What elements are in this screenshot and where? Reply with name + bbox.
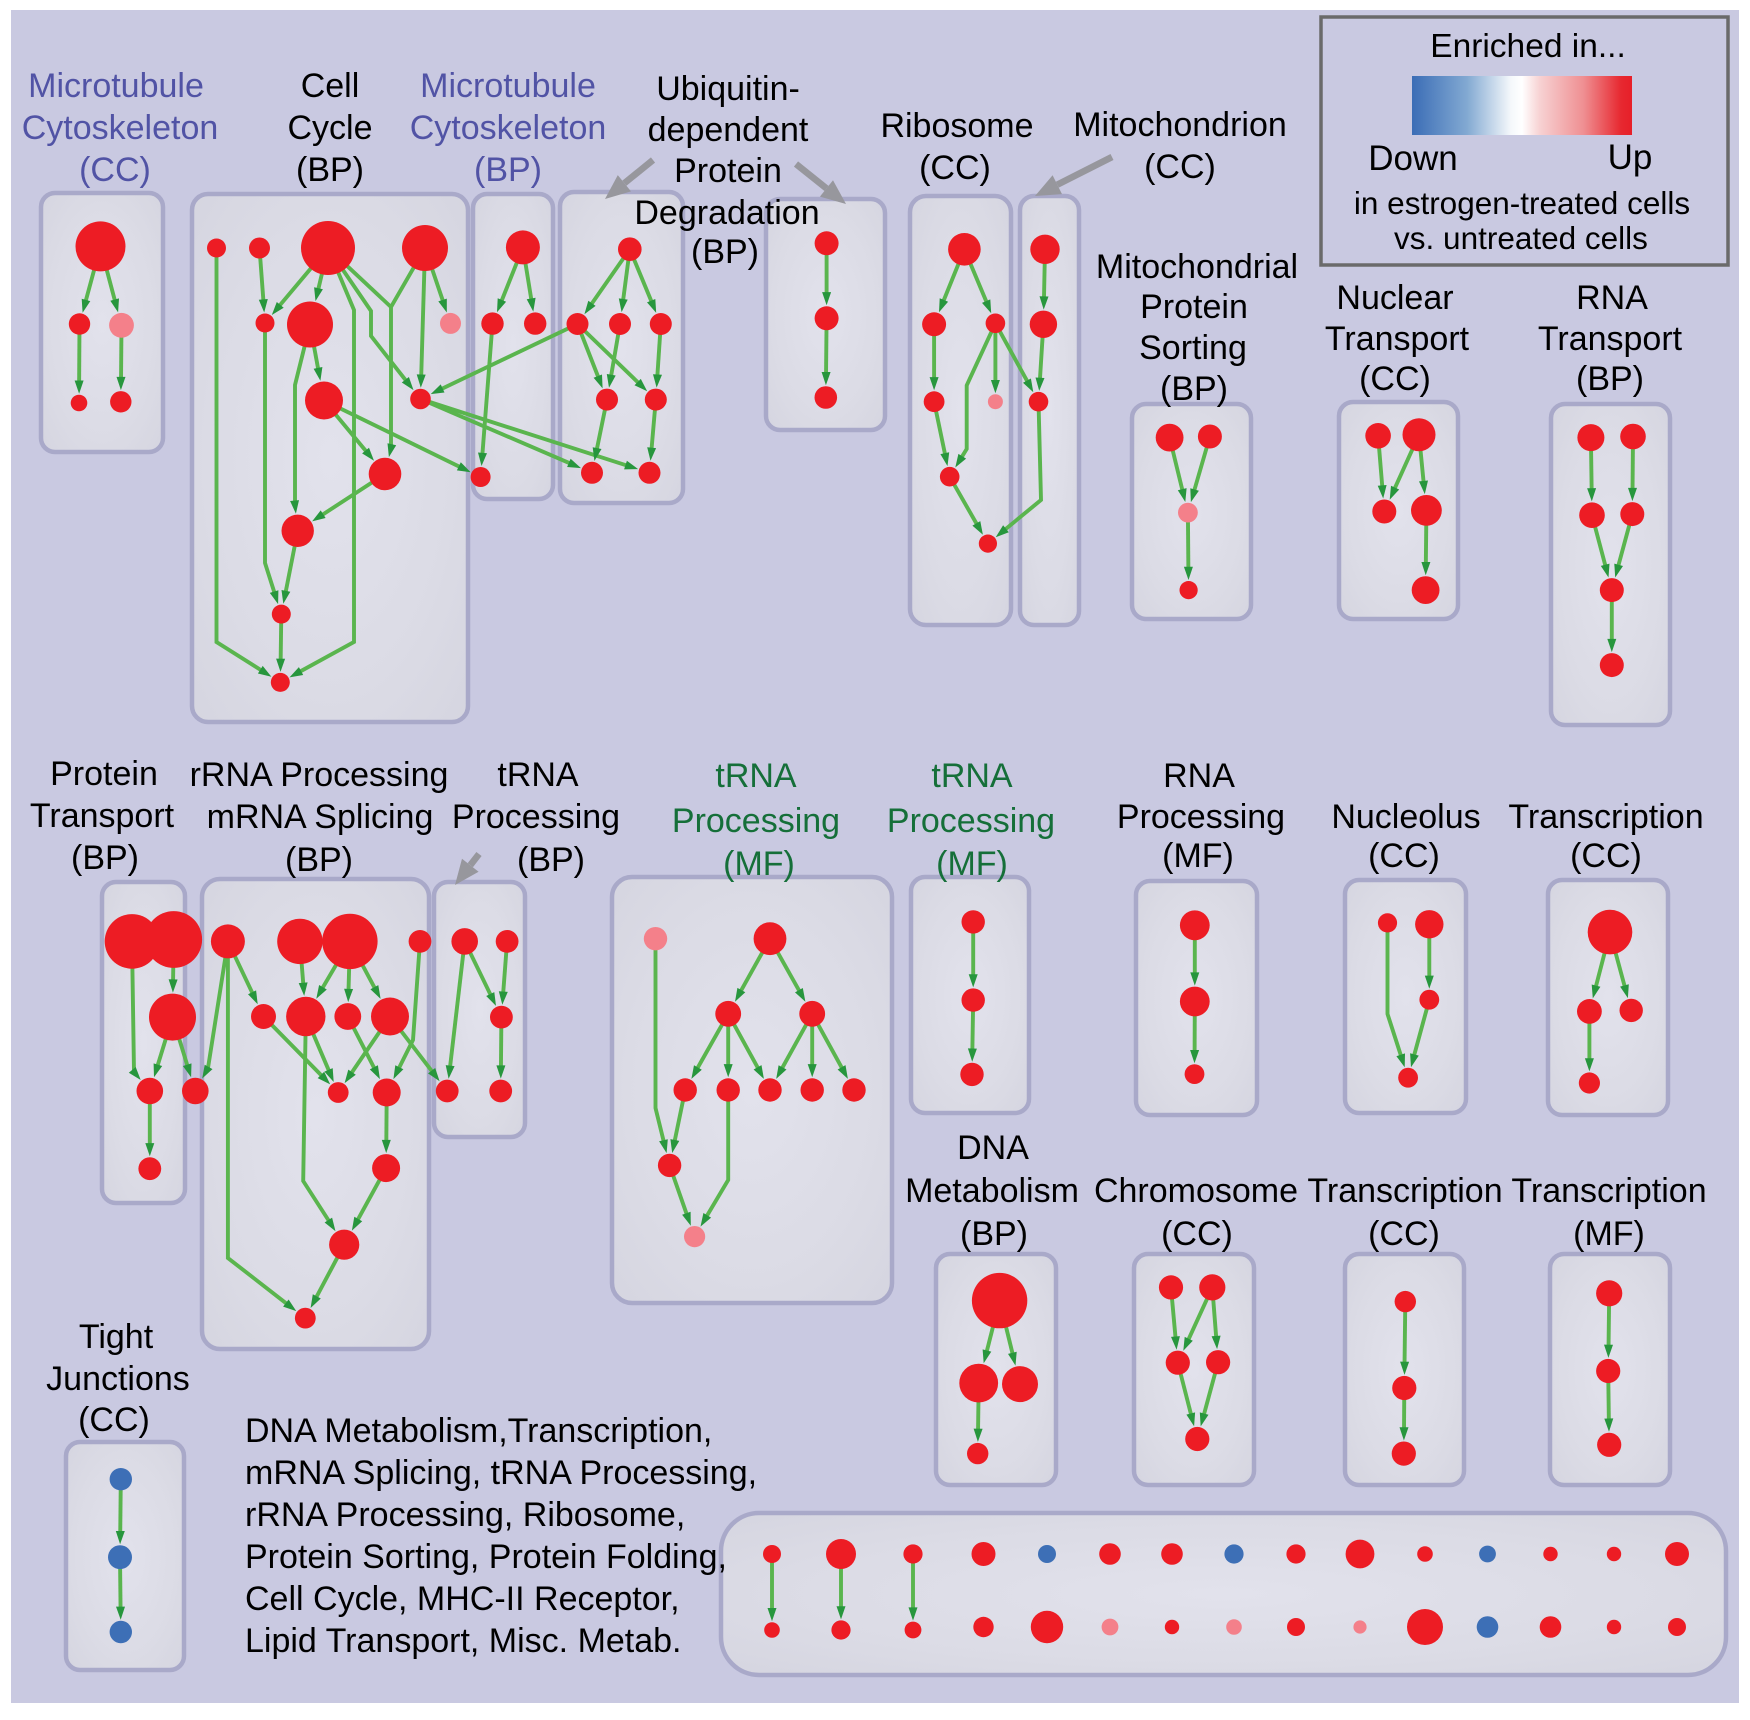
svg-text:(CC): (CC) — [1570, 837, 1642, 875]
svg-text:DNA: DNA — [957, 1129, 1029, 1167]
svg-text:(BP): (BP) — [517, 841, 585, 879]
svg-text:Transcription: Transcription — [1307, 1172, 1502, 1210]
svg-text:Processing: Processing — [1117, 798, 1285, 836]
svg-text:(BP): (BP) — [296, 151, 364, 189]
svg-text:rRNA Processing: rRNA Processing — [190, 756, 449, 794]
svg-text:(CC): (CC) — [1368, 837, 1440, 875]
svg-text:Up: Up — [1608, 138, 1653, 177]
svg-text:Enriched in...: Enriched in... — [1430, 28, 1626, 65]
svg-text:Nuclear: Nuclear — [1336, 279, 1453, 317]
svg-text:mRNA Splicing, tRNA Processing: mRNA Splicing, tRNA Processing, — [245, 1454, 757, 1492]
svg-text:Transport: Transport — [30, 797, 175, 835]
svg-text:Ribosome: Ribosome — [880, 107, 1033, 145]
svg-text:Protein: Protein — [50, 755, 158, 793]
svg-text:RNA: RNA — [1576, 279, 1648, 317]
svg-text:Metabolism: Metabolism — [905, 1172, 1079, 1210]
svg-text:in estrogen-treated cells: in estrogen-treated cells — [1354, 185, 1690, 221]
svg-text:(MF): (MF) — [723, 845, 795, 883]
svg-text:Transcription: Transcription — [1508, 798, 1703, 836]
svg-text:Cell: Cell — [301, 67, 360, 105]
svg-text:Cytoskeleton: Cytoskeleton — [22, 109, 219, 147]
svg-text:Junctions: Junctions — [46, 1360, 190, 1398]
svg-text:(BP): (BP) — [285, 841, 353, 879]
svg-text:tRNA: tRNA — [931, 757, 1013, 795]
svg-text:vs. untreated cells: vs. untreated cells — [1394, 220, 1648, 256]
svg-text:(BP): (BP) — [1160, 370, 1228, 408]
svg-text:(BP): (BP) — [474, 151, 542, 189]
svg-text:Microtubule: Microtubule — [420, 67, 596, 105]
svg-text:Processing: Processing — [452, 798, 620, 836]
svg-text:Protein: Protein — [674, 152, 782, 190]
svg-text:(CC): (CC) — [1368, 1215, 1440, 1253]
svg-text:(CC): (CC) — [1144, 148, 1216, 186]
svg-text:Cytoskeleton: Cytoskeleton — [410, 109, 607, 147]
svg-text:Microtubule: Microtubule — [28, 67, 204, 105]
svg-text:(BP): (BP) — [960, 1215, 1028, 1253]
svg-text:RNA: RNA — [1163, 757, 1235, 795]
svg-text:(BP): (BP) — [691, 233, 759, 271]
svg-text:(BP): (BP) — [71, 839, 139, 877]
svg-text:Nucleolus: Nucleolus — [1331, 798, 1480, 836]
svg-text:Cell Cycle, MHC-II Receptor,: Cell Cycle, MHC-II Receptor, — [245, 1580, 680, 1618]
svg-text:Chromosome: Chromosome — [1094, 1172, 1298, 1210]
svg-text:(MF): (MF) — [1573, 1215, 1645, 1253]
svg-text:Down: Down — [1368, 139, 1457, 178]
svg-text:(MF): (MF) — [936, 845, 1008, 883]
svg-text:Protein Sorting, Protein Foldi: Protein Sorting, Protein Folding, — [245, 1538, 727, 1576]
svg-text:Mitochondrion: Mitochondrion — [1073, 106, 1287, 144]
svg-text:Processing: Processing — [672, 802, 840, 840]
svg-text:Mitochondrial: Mitochondrial — [1096, 248, 1298, 286]
svg-text:(CC): (CC) — [1161, 1215, 1233, 1253]
svg-text:(BP): (BP) — [1576, 360, 1644, 398]
svg-text:Transport: Transport — [1538, 320, 1683, 358]
svg-text:(CC): (CC) — [78, 1401, 150, 1439]
svg-text:dependent: dependent — [648, 111, 809, 149]
svg-text:Lipid Transport, Misc. Metab.: Lipid Transport, Misc. Metab. — [245, 1622, 682, 1660]
svg-text:DNA Metabolism,Transcription,: DNA Metabolism,Transcription, — [245, 1412, 712, 1450]
svg-text:tRNA: tRNA — [497, 756, 579, 794]
svg-text:tRNA: tRNA — [715, 757, 797, 795]
svg-text:(CC): (CC) — [919, 149, 991, 187]
svg-text:Sorting: Sorting — [1139, 329, 1247, 367]
svg-text:Tight: Tight — [79, 1318, 154, 1356]
svg-text:Processing: Processing — [887, 802, 1055, 840]
svg-text:(CC): (CC) — [1359, 360, 1431, 398]
svg-text:(MF): (MF) — [1162, 837, 1234, 875]
svg-text:Degradation: Degradation — [634, 194, 819, 232]
svg-text:Transport: Transport — [1325, 320, 1470, 358]
svg-text:rRNA Processing, Ribosome,: rRNA Processing, Ribosome, — [245, 1496, 685, 1534]
svg-text:Protein: Protein — [1140, 288, 1248, 326]
svg-text:mRNA Splicing: mRNA Splicing — [207, 798, 434, 836]
svg-text:Transcription: Transcription — [1511, 1172, 1706, 1210]
svg-text:(CC): (CC) — [79, 151, 151, 189]
svg-text:Cycle: Cycle — [287, 109, 372, 147]
svg-text:Ubiquitin-: Ubiquitin- — [656, 70, 800, 108]
